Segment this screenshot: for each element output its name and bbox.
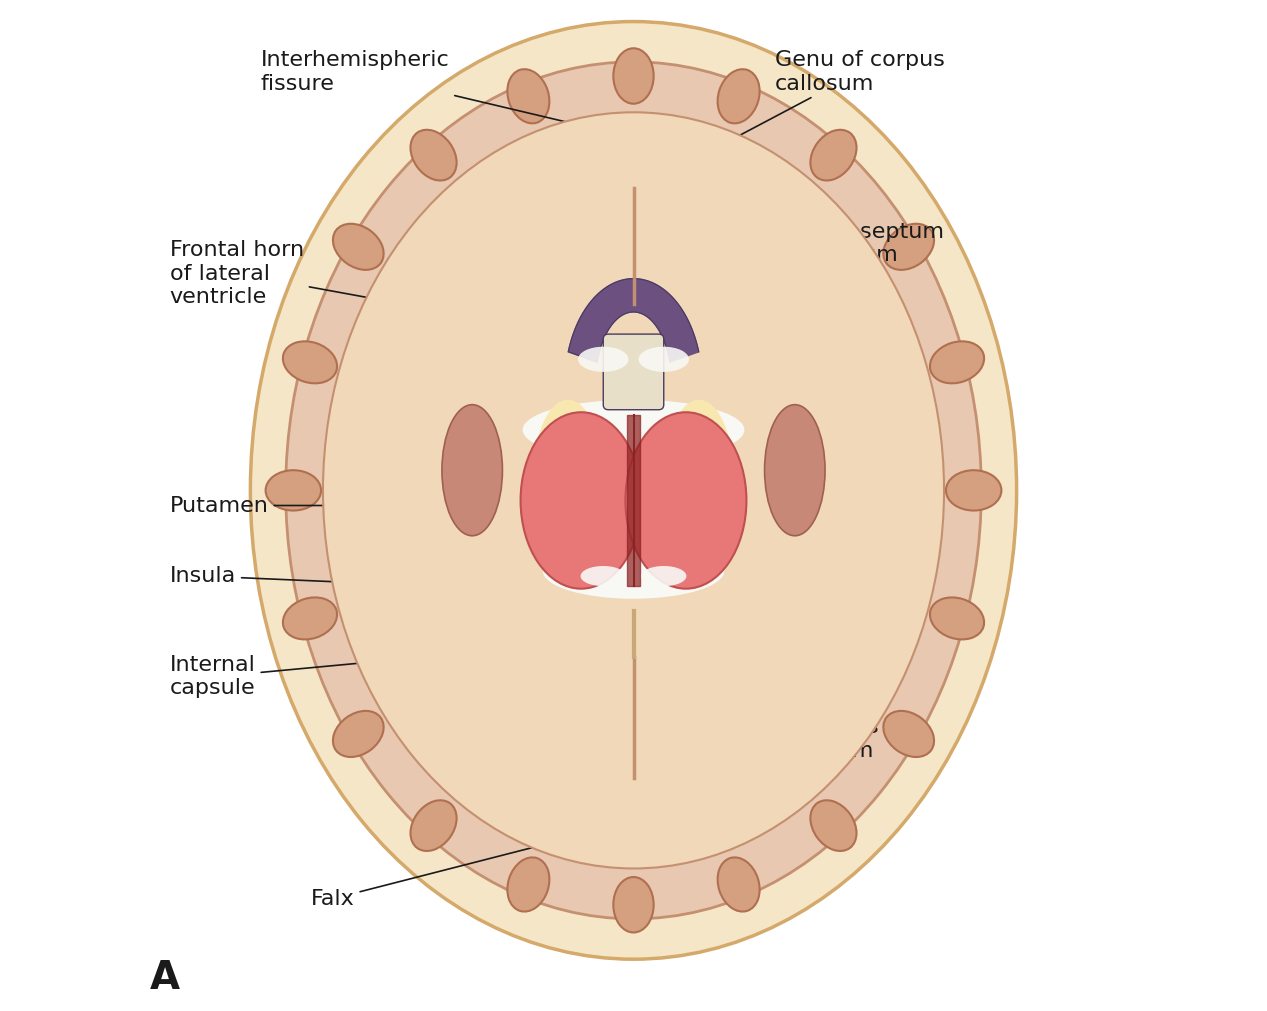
Ellipse shape	[283, 598, 337, 639]
Text: Splenium
of corpus
callosum: Splenium of corpus callosum	[682, 658, 879, 760]
Ellipse shape	[285, 62, 982, 919]
Ellipse shape	[641, 566, 687, 586]
Ellipse shape	[811, 129, 856, 181]
FancyBboxPatch shape	[603, 334, 664, 409]
Ellipse shape	[266, 470, 321, 511]
Ellipse shape	[542, 543, 725, 599]
Text: Interhemispheric
fissure: Interhemispheric fissure	[261, 51, 565, 121]
Ellipse shape	[333, 223, 384, 270]
Ellipse shape	[930, 598, 984, 639]
Ellipse shape	[580, 566, 626, 586]
Ellipse shape	[639, 347, 689, 372]
Text: Third
ventricle: Third ventricle	[656, 464, 892, 507]
Ellipse shape	[613, 49, 654, 104]
Ellipse shape	[811, 801, 856, 851]
Ellipse shape	[507, 857, 550, 912]
Text: Fornix: Fornix	[672, 374, 863, 394]
Ellipse shape	[578, 347, 628, 372]
Text: Insula: Insula	[170, 566, 435, 586]
Ellipse shape	[521, 412, 641, 588]
Text: Internal
capsule: Internal capsule	[170, 652, 479, 699]
Ellipse shape	[411, 801, 456, 851]
Ellipse shape	[283, 342, 337, 383]
Text: Genu of corpus
callosum: Genu of corpus callosum	[672, 51, 944, 172]
Ellipse shape	[411, 129, 456, 181]
Ellipse shape	[883, 711, 934, 757]
Ellipse shape	[626, 412, 746, 588]
Text: Cavum septum
pellucidum: Cavum septum pellucidum	[682, 221, 944, 293]
Ellipse shape	[717, 857, 760, 912]
Ellipse shape	[532, 399, 603, 561]
Text: Putamen: Putamen	[170, 495, 469, 516]
Ellipse shape	[883, 223, 934, 270]
Text: Falx: Falx	[310, 829, 606, 909]
Ellipse shape	[613, 877, 654, 932]
Text: Frontal horn
of lateral
ventricle: Frontal horn of lateral ventricle	[170, 241, 509, 324]
Ellipse shape	[251, 21, 1016, 959]
Ellipse shape	[946, 470, 1001, 511]
Ellipse shape	[333, 711, 384, 757]
Ellipse shape	[930, 342, 984, 383]
Text: Thalamus: Thalamus	[702, 556, 903, 596]
Ellipse shape	[507, 69, 550, 123]
Ellipse shape	[717, 69, 760, 123]
Ellipse shape	[664, 399, 735, 561]
Ellipse shape	[522, 399, 745, 460]
Polygon shape	[569, 279, 698, 362]
Text: A: A	[150, 959, 180, 998]
Ellipse shape	[764, 404, 825, 536]
Ellipse shape	[323, 112, 944, 868]
Ellipse shape	[442, 404, 503, 536]
